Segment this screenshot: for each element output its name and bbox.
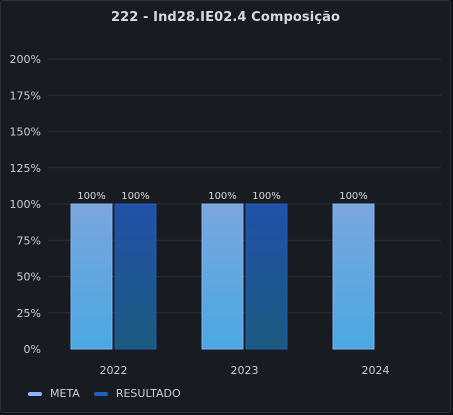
legend-swatch-meta <box>28 391 42 396</box>
legend-label-meta: META <box>50 387 80 400</box>
bar-meta-2024[interactable] <box>332 203 375 350</box>
data-label: 100% <box>208 191 237 202</box>
data-label: 100% <box>339 191 368 202</box>
data-label: 100% <box>252 191 281 202</box>
axis-labels: 0% 25% 50% 75% 100% 125% 150% 175% 200% 2022 2023 2… <box>10 53 390 377</box>
bar-resultado-2023[interactable] <box>245 203 288 350</box>
x-tick-label: 2022 <box>100 364 128 377</box>
y-tick-label: 0% <box>24 343 41 356</box>
legend-label-resultado: RESULTADO <box>115 387 181 400</box>
legend-item-resultado[interactable]: RESULTADO <box>93 387 181 400</box>
y-tick-label: 175% <box>10 89 41 102</box>
data-label: 100% <box>77 191 106 202</box>
legend-swatch-resultado <box>93 391 108 396</box>
bars <box>70 203 375 350</box>
grid-lines <box>48 58 441 314</box>
y-tick-label: 200% <box>10 53 41 66</box>
y-tick-label: 75% <box>17 234 41 247</box>
bar-resultado-2022[interactable] <box>114 203 157 350</box>
y-tick-label: 25% <box>17 307 41 320</box>
bar-meta-2023[interactable] <box>201 203 244 350</box>
y-tick-label: 125% <box>10 162 41 175</box>
data-label: 100% <box>121 191 150 202</box>
x-tick-label: 2023 <box>231 364 259 377</box>
legend: META RESULTADO <box>28 387 181 400</box>
y-tick-label: 50% <box>17 271 41 284</box>
x-tick-label: 2024 <box>362 364 390 377</box>
panel-title: 222 - Ind28.IE02.4 Composição <box>110 10 341 25</box>
y-tick-label: 100% <box>10 198 41 211</box>
data-labels: 100% 100% 100% 100% 100% <box>77 191 368 202</box>
bar-meta-2022[interactable] <box>70 203 113 350</box>
y-tick-label: 150% <box>10 126 41 139</box>
legend-item-meta[interactable]: META <box>28 387 80 400</box>
